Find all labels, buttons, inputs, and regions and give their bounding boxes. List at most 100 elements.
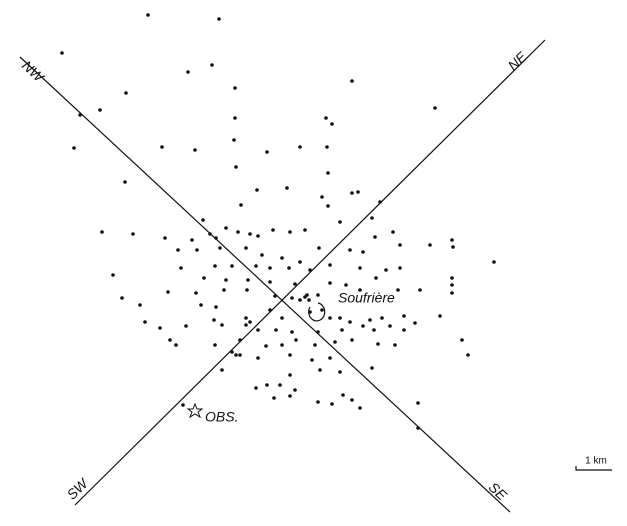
epicenter (100, 230, 104, 234)
epicenter (233, 116, 237, 120)
epicenter (208, 232, 212, 236)
epicenter (388, 324, 392, 328)
epicenter (146, 13, 150, 17)
epicenter (288, 353, 292, 357)
sw-label: SW (63, 474, 92, 502)
epicenter (438, 314, 442, 318)
epicenter (313, 343, 317, 347)
epicenter (326, 171, 330, 175)
epicenter (254, 264, 258, 268)
epicenter (361, 250, 365, 254)
epicenter (324, 116, 328, 120)
epicenter (303, 228, 307, 232)
se-label: SE (486, 479, 511, 504)
epicenter (186, 70, 190, 74)
epicenter (238, 338, 242, 342)
epicenter (238, 353, 242, 357)
epicenter (402, 328, 406, 332)
epicenter (320, 195, 324, 199)
epicenter (316, 400, 320, 404)
epicenter (391, 230, 395, 234)
epicenter (450, 291, 454, 295)
epicenter (368, 318, 372, 322)
epicenter (280, 316, 284, 320)
epicenter (256, 356, 260, 360)
station-label: OBS. (205, 409, 238, 425)
epicenter (348, 320, 352, 324)
nw-label: NW (19, 57, 48, 86)
epicenter (294, 338, 298, 342)
epicenter (174, 343, 178, 347)
station-symbol (186, 402, 204, 419)
epicenter (298, 298, 302, 302)
epicenter (195, 248, 199, 252)
epicenter (278, 383, 282, 387)
epicenter (222, 288, 226, 292)
epicenter (293, 388, 297, 392)
epicenter (378, 200, 382, 204)
epicenter (330, 122, 334, 126)
epicenter (120, 296, 124, 300)
epicenter (124, 91, 128, 95)
epicenter (78, 113, 82, 117)
epicenter (179, 266, 183, 270)
epicenter (384, 268, 388, 272)
epicenter (234, 165, 238, 169)
epicenter (268, 280, 272, 284)
epicenter (344, 283, 348, 287)
epicenter (260, 253, 264, 257)
epicenter (230, 264, 234, 268)
epicenter (492, 260, 496, 264)
epicenter (328, 316, 332, 320)
epicenter (310, 358, 314, 362)
epicenter (268, 266, 272, 270)
epicenter (413, 321, 417, 325)
epicenter (271, 228, 275, 232)
epicenter (396, 288, 400, 292)
epicenter (236, 230, 240, 234)
epicenter (308, 268, 312, 272)
epicenter (318, 368, 322, 372)
epicenter (402, 314, 406, 318)
epicenter (268, 308, 272, 312)
epicenter (160, 145, 164, 149)
epicenter (358, 406, 362, 410)
epicenter (244, 316, 248, 320)
epicenter (350, 398, 354, 402)
epicenter (233, 86, 237, 90)
epicenter (166, 290, 170, 294)
epicenter (143, 320, 147, 324)
epicenter (224, 226, 228, 230)
epicenter (376, 342, 380, 346)
epicenter (220, 368, 224, 372)
epicenter (285, 186, 289, 190)
epicenter (168, 338, 172, 342)
epicenter (372, 328, 376, 332)
epicenter (307, 298, 311, 302)
epicenter (316, 293, 320, 297)
epicenter (265, 383, 269, 387)
epicenter (193, 148, 197, 152)
epicenter (158, 326, 162, 330)
epicenter (60, 51, 64, 55)
epicenter (163, 236, 167, 240)
epicenter (341, 393, 345, 397)
epicenter (433, 106, 437, 110)
epicenter (138, 303, 142, 307)
epicenter (298, 145, 302, 149)
nw-se-profile (19, 56, 511, 513)
epicenter (328, 263, 332, 267)
epicenter (248, 320, 252, 324)
epicenter (248, 232, 252, 236)
epicenter (224, 278, 228, 282)
epicenter (328, 356, 332, 360)
epicenter (398, 266, 402, 270)
epicenter (416, 426, 420, 430)
epicenter (212, 318, 216, 322)
epicenter (287, 266, 291, 270)
epicenter (288, 373, 292, 377)
epicenter (326, 204, 330, 208)
epicenter (333, 340, 337, 344)
epicenter (466, 353, 470, 357)
epicenter (256, 234, 260, 238)
